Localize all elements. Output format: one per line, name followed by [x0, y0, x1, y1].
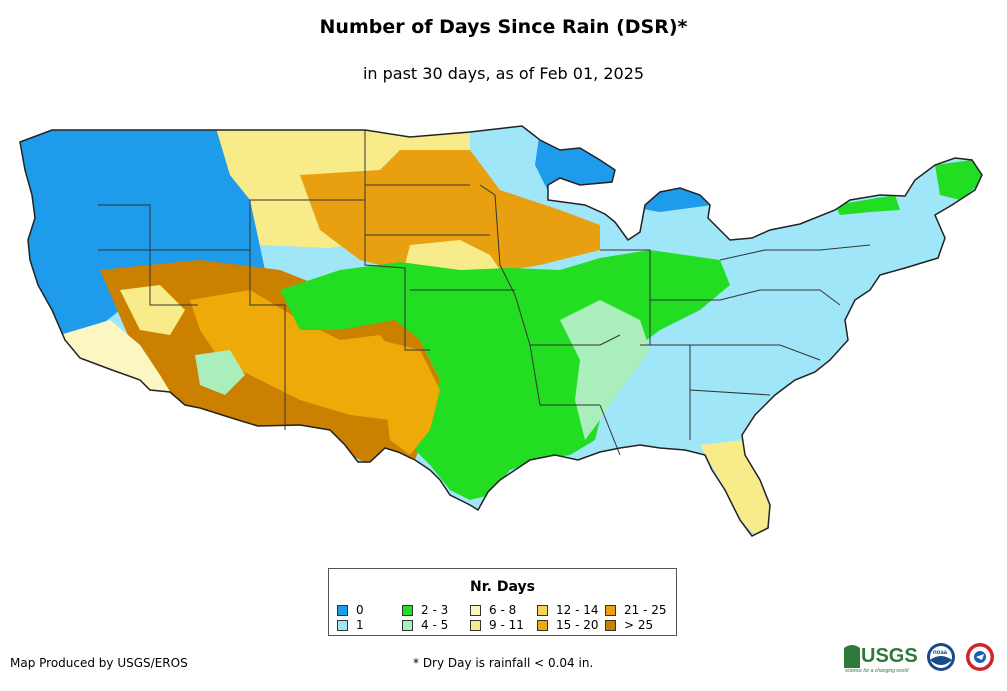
legend-label: 15 - 20	[556, 618, 599, 632]
legend-item: 0	[337, 603, 364, 617]
legend-item: 1	[337, 618, 364, 632]
legend-swatch	[337, 605, 348, 616]
legend-item: 4 - 5	[402, 618, 448, 632]
legend-swatch	[605, 620, 616, 631]
legend-label: 6 - 8	[489, 603, 517, 617]
legend-swatch	[537, 605, 548, 616]
legend-item: 12 - 14	[537, 603, 599, 617]
legend-label: > 25	[624, 618, 654, 632]
region-dsr-15-20-texas	[380, 340, 440, 455]
usgs-logo-text: USGS	[861, 645, 918, 667]
legend-label: 9 - 11	[489, 618, 524, 632]
dsr-color-regions	[20, 126, 982, 536]
legend-label: 0	[356, 603, 364, 617]
legend-swatch	[470, 605, 481, 616]
legend-swatch	[402, 620, 413, 631]
map-subtitle: in past 30 days, as of Feb 01, 2025	[362, 64, 645, 83]
nws-logo-icon	[966, 643, 994, 671]
region-dsr-15-20-sw	[190, 290, 420, 420]
legend-swatch	[402, 605, 413, 616]
region-dsr-2-3-maine	[935, 160, 982, 200]
region-dsr-4-5-sw	[195, 350, 245, 395]
legend-item: 15 - 20	[537, 618, 599, 632]
map-title: Number of Days Since Rain (DSR)*	[319, 16, 688, 38]
region-dsr-15-25-north	[300, 150, 600, 280]
usgs-logo-tagline: science for a changing world	[845, 668, 909, 674]
legend-item: 6 - 8	[470, 603, 516, 617]
region-dsr-9-11-florida	[700, 440, 772, 536]
noaa-logo-text: noaa	[933, 650, 948, 656]
region-dsr-9-11-nv	[120, 285, 185, 335]
legend-item: 21 - 25	[605, 603, 667, 617]
region-dsr-2-3-nystate	[835, 195, 900, 215]
region-dsr-0-west	[20, 126, 265, 345]
legend-label: 21 - 25	[624, 603, 667, 617]
legend-item: 2 - 3	[402, 603, 448, 617]
legend-label: 4 - 5	[421, 618, 449, 632]
region-dsr-6-8-socal	[60, 320, 175, 400]
legend-label: 1	[356, 618, 364, 632]
legend-swatch	[537, 620, 548, 631]
legend-title: Nr. Days	[470, 579, 535, 595]
usgs-logo: USGS science for a changing world	[844, 645, 918, 674]
usgs-wave-icon	[844, 645, 860, 668]
legend-label: 2 - 3	[421, 603, 449, 617]
legend-swatch	[470, 620, 481, 631]
noaa-logo: noaa	[927, 643, 955, 671]
legend-swatch	[337, 620, 348, 631]
region-dsr-0-greatlakes	[535, 130, 712, 212]
legend-item: 9 - 11	[470, 618, 524, 632]
credit-text: Map Produced by USGS/EROS	[10, 656, 188, 670]
state-borders	[98, 130, 871, 456]
legend-item: > 25	[605, 618, 653, 632]
dry-day-note: * Dry Day is rainfall < 0.04 in.	[413, 656, 594, 670]
agency-logos: USGS science for a changing world noaa	[842, 640, 1002, 674]
us-dsr-map	[19, 125, 983, 537]
legend-label: 12 - 14	[556, 603, 599, 617]
legend-swatch	[605, 605, 616, 616]
